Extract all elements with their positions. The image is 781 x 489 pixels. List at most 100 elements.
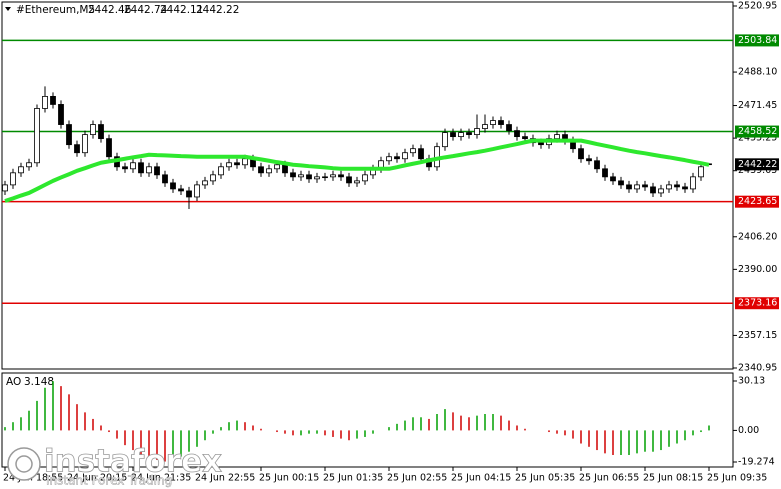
x-tick-label: 25 Jun 02:55 (387, 473, 447, 484)
y-tick-label: 2340.95 (738, 363, 777, 374)
x-tick-label: 25 Jun 05:35 (515, 473, 575, 484)
candle-body (210, 174, 216, 182)
candle-body (298, 174, 304, 178)
candle-body (66, 124, 72, 146)
indicator-value: 3.148 (24, 376, 54, 388)
candle-body (42, 95, 48, 109)
candle-body (482, 124, 488, 129)
candle-body (330, 174, 336, 178)
main-panel (1, 1, 734, 370)
candle-body (202, 180, 208, 186)
candle-body (290, 172, 296, 178)
candle-body (402, 152, 408, 160)
candle-body (170, 182, 176, 190)
candle-body (514, 130, 520, 138)
candle-body (554, 134, 560, 140)
x-tick-label: 24 Jun 20:15 (67, 473, 127, 484)
watermark-logo-inner (15, 455, 33, 473)
ao-panel (1, 372, 734, 468)
candle-body (130, 162, 136, 170)
candle-body (18, 166, 24, 174)
candle-body (474, 128, 480, 136)
candle-body (458, 132, 464, 138)
candle-body (106, 138, 112, 158)
candle-body (322, 176, 328, 179)
candle-body (602, 168, 608, 178)
level-box (735, 125, 779, 138)
candle-body (466, 132, 472, 136)
candle-body (34, 108, 40, 164)
level-box (735, 195, 779, 208)
candle-body (314, 176, 320, 180)
candle-body (626, 184, 632, 190)
candle-body (578, 148, 584, 160)
candle-body (634, 184, 640, 190)
candle-body (58, 104, 64, 125)
candle-body (682, 186, 688, 190)
level-box (735, 34, 779, 47)
price-box (735, 158, 779, 171)
header-open: 2442.46 (88, 4, 132, 16)
candle-body (346, 176, 352, 184)
candle-body (218, 166, 224, 176)
candle-body (442, 132, 448, 148)
candle-body (138, 162, 144, 174)
candle-body (666, 184, 672, 190)
candle-body (642, 184, 648, 188)
level-label: 2423.65 (738, 196, 777, 207)
candle-body (354, 180, 360, 184)
candle-body (538, 142, 544, 146)
candle-body (242, 158, 248, 166)
level-label: 2503.84 (738, 35, 777, 46)
candle-body (234, 162, 240, 166)
candle-body (226, 162, 232, 168)
candle-body (2, 184, 8, 192)
watermark-brand: instaforex (44, 444, 222, 480)
y-tick-label: 2471.45 (738, 100, 777, 111)
x-tick-label: 25 Jun 09:35 (707, 473, 767, 484)
candle-body (338, 174, 344, 178)
y-tick-label: 2357.15 (738, 330, 777, 341)
watermark-tagline: Instant Forex Trading (46, 474, 172, 488)
candle-body (50, 95, 56, 105)
candle-body (122, 166, 128, 170)
candle-body (186, 190, 192, 198)
indicator-name: AO (6, 376, 21, 388)
candle-body (194, 184, 200, 198)
x-tick-label: 25 Jun 00:15 (259, 473, 319, 484)
candle-body (90, 124, 96, 136)
candle-body (162, 174, 168, 184)
candle-body (386, 156, 392, 162)
ao-tick-label: 30.13 (738, 376, 765, 387)
candle-body (690, 176, 696, 190)
candle-body (498, 120, 504, 125)
menu-icon (5, 7, 11, 11)
candle-body (618, 180, 624, 186)
ao-tick-label: -19.274 (738, 457, 775, 468)
candle-body (154, 166, 160, 176)
candle-body (522, 136, 528, 140)
candle-body (586, 158, 592, 162)
candle-body (650, 186, 656, 194)
candle-body (146, 166, 152, 174)
x-tick-label: 25 Jun 08:15 (643, 473, 703, 484)
candle-body (306, 174, 312, 180)
candle-body (74, 144, 80, 154)
candle-body (490, 120, 496, 125)
watermark-logo (7, 447, 41, 481)
x-tick-label: 25 Jun 06:55 (579, 473, 639, 484)
candle-body (282, 164, 288, 174)
y-tick-label: 2488.10 (738, 67, 777, 78)
candle-body (362, 174, 368, 182)
candle-body (178, 188, 184, 192)
header-close: 2442.22 (196, 4, 239, 16)
x-tick-label: 25 Jun 04:15 (451, 473, 511, 484)
current-price: 2442.22 (738, 159, 777, 170)
candle-body (506, 124, 512, 131)
candle-body (594, 160, 600, 170)
candle-body (258, 166, 264, 174)
header-low: 2442.11 (160, 4, 203, 16)
header-high: 2442.74 (124, 4, 168, 16)
